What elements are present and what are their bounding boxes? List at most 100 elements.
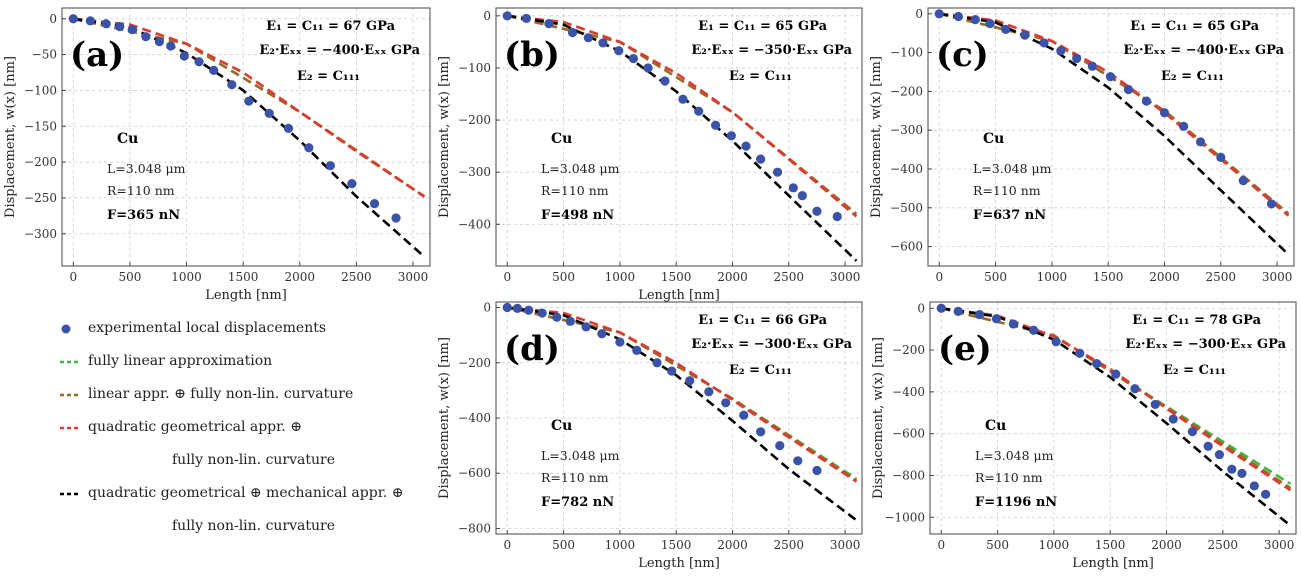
- data-point: [127, 24, 137, 35]
- legend-label: experimental local displacements: [88, 320, 327, 336]
- equation-e2: E₂ = C₁₁₁: [297, 69, 360, 84]
- x-tick-label: 2000: [285, 270, 316, 284]
- y-tick-label: −400: [458, 217, 491, 231]
- data-point: [1105, 72, 1116, 82]
- data-point: [953, 11, 964, 22]
- x-tick-label: 0: [70, 270, 78, 284]
- data-point: [565, 316, 575, 326]
- data-point: [502, 11, 512, 21]
- data-point: [85, 16, 95, 26]
- x-tick-label: 3000: [398, 270, 429, 284]
- chart-panel-d: 0 500 1000 1500 2000 2500 3000 0 −200 −400 −600 −80…: [437, 301, 863, 571]
- data-point: [985, 18, 995, 29]
- data-point: [936, 303, 946, 313]
- data-point: [685, 376, 695, 386]
- series-line-quad-mech: [939, 12, 1290, 256]
- equation-e2-exx: E₂·Eₓₓ = −400·Eₓₓ GPa: [259, 43, 420, 58]
- data-point: [583, 33, 593, 43]
- data-point: [597, 329, 607, 339]
- data-point: [1092, 359, 1102, 369]
- x-tick-label: 500: [552, 270, 575, 284]
- x-tick-label: 500: [552, 538, 575, 552]
- data-point: [1159, 108, 1170, 118]
- plot-frame: [61, 7, 431, 267]
- data-point: [797, 191, 807, 201]
- force-annotation: F=782 nN: [541, 495, 614, 510]
- force-annotation: F=498 nN: [541, 208, 614, 223]
- equation-e1: E₁ = C₁₁ = 66 GPa: [698, 313, 827, 328]
- x-tick-label: 2500: [341, 270, 372, 284]
- data-point: [1195, 137, 1206, 147]
- x-tick-label: 2000: [717, 538, 748, 552]
- data-point: [1039, 38, 1049, 48]
- data-point: [1214, 449, 1225, 460]
- data-point: [512, 303, 522, 313]
- data-point: [154, 37, 164, 47]
- data-point: [1260, 489, 1271, 499]
- data-point: [678, 94, 688, 104]
- data-point: [115, 22, 125, 32]
- series-line-quad: [507, 306, 858, 483]
- equation-e1: E₁ = C₁₁ = 67 GPa: [266, 19, 395, 34]
- data-point: [775, 441, 785, 451]
- y-axis-label: Displacement, w(x) [nm]: [437, 337, 452, 499]
- x-tick-label: 500: [118, 270, 141, 284]
- data-point: [1203, 441, 1213, 451]
- data-point: [101, 19, 111, 29]
- data-point: [567, 27, 578, 38]
- data-point: [652, 358, 662, 368]
- data-point: [1008, 319, 1018, 329]
- legend-red-dash-icon: [60, 426, 78, 430]
- data-point: [812, 206, 822, 216]
- legend: experimental local displacements fully l…: [52, 318, 442, 549]
- data-point: [227, 80, 237, 90]
- data-point: [756, 154, 766, 164]
- y-tick-label: −200: [458, 356, 491, 370]
- series-line-linear-nonlin: [507, 306, 858, 482]
- data-point: [614, 46, 624, 56]
- legend-item-quad-cont: fully non-lin. curvature: [52, 450, 442, 483]
- legend-item-linear-nonlin: linear appr. ⊕ fully non-lin. curvature: [52, 384, 442, 417]
- data-point: [1029, 325, 1039, 335]
- chart-panel-b: 0 500 1000 1500 2000 2500 3000 0 −100 −200 −300 −40…: [437, 7, 863, 303]
- data-point: [739, 410, 749, 420]
- y-tick-label: −800: [458, 521, 491, 535]
- x-axis-label: Length [nm]: [205, 288, 287, 303]
- x-tick-label: 3000: [830, 538, 861, 552]
- equation-e1: E₁ = C₁₁ = 65 GPa: [1130, 19, 1259, 34]
- data-point: [581, 322, 591, 332]
- series-line-quad: [73, 17, 426, 198]
- equation-e2: E₂ = C₁₁₁: [729, 69, 792, 84]
- data-point: [934, 9, 944, 19]
- y-tick-label: 0: [915, 7, 923, 21]
- series-line-quad: [507, 14, 858, 218]
- data-point: [1056, 46, 1066, 56]
- data-point: [1111, 369, 1121, 379]
- y-tick-label: −300: [458, 165, 491, 179]
- data-point: [1237, 468, 1247, 478]
- data-point: [502, 302, 512, 313]
- x-tick-label: 1000: [1037, 270, 1068, 284]
- chart-panel-a: 0 500 1000 1500 2000 2500 3000 0 −50 −100 −150 −200…: [3, 7, 431, 303]
- y-tick-label: −250: [24, 191, 57, 205]
- x-axis-label: Length [nm]: [1072, 556, 1154, 571]
- chart-panel-e: 0 500 1000 1500 2000 2500 3000 0 −200 −400 −600 −80…: [871, 301, 1297, 571]
- y-tick-label: −400: [890, 162, 923, 176]
- length-annotation: L=3.048 μm: [973, 161, 1052, 176]
- data-point: [598, 38, 608, 48]
- data-point: [179, 51, 189, 61]
- y-tick-label: 0: [483, 301, 491, 315]
- material-label: Cu: [983, 131, 1004, 147]
- data-point: [283, 123, 294, 133]
- data-point: [756, 427, 766, 437]
- y-axis-label: Displacement, w(x) [nm]: [871, 337, 886, 499]
- y-axis-label: Displacement, w(x) [nm]: [3, 56, 18, 218]
- length-annotation: L=3.048 μm: [975, 448, 1054, 463]
- equation-e2: E₂ = C₁₁₁: [729, 363, 792, 378]
- y-tick-label: −400: [892, 385, 925, 399]
- data-point: [1150, 399, 1160, 410]
- y-tick-label: 0: [483, 9, 491, 23]
- x-tick-label: 1500: [661, 538, 692, 552]
- legend-label: quadratic geometrical ⊕ mechanical appr.…: [88, 485, 404, 501]
